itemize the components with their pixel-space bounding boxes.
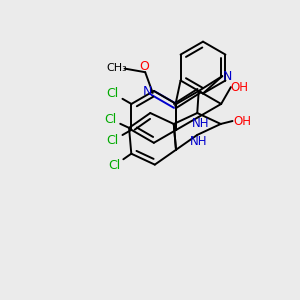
- Text: NH: NH: [190, 136, 208, 148]
- Text: Cl: Cl: [108, 159, 120, 172]
- Text: Cl: Cl: [107, 134, 119, 147]
- Text: N: N: [223, 70, 232, 83]
- Text: NH: NH: [191, 117, 209, 130]
- Text: OH: OH: [231, 81, 249, 94]
- Text: CH₃: CH₃: [106, 63, 127, 73]
- Text: OH: OH: [234, 115, 252, 128]
- Text: Cl: Cl: [104, 112, 116, 125]
- Text: O: O: [139, 60, 149, 74]
- Text: N: N: [143, 85, 152, 98]
- Text: Cl: Cl: [107, 87, 119, 100]
